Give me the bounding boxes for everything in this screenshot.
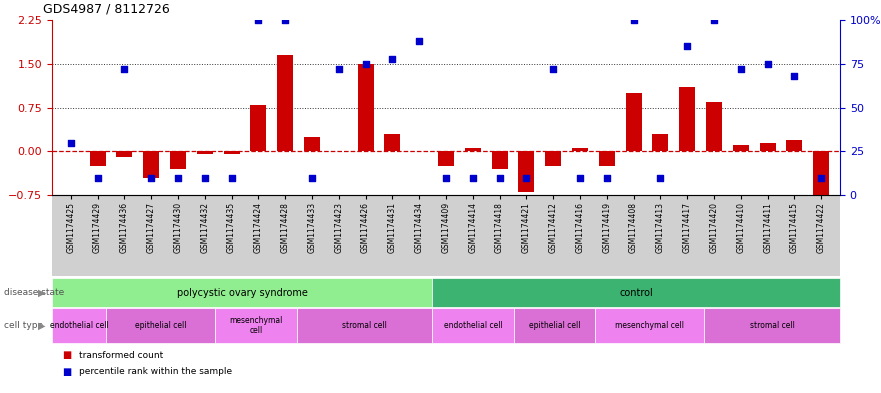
Point [278, 17, 292, 23]
Text: epithelial cell: epithelial cell [135, 321, 187, 330]
Bar [518, 151, 535, 192]
Point [492, 174, 507, 181]
Text: ■: ■ [62, 350, 70, 360]
Text: cell type: cell type [4, 321, 42, 330]
Text: mesenchymal cell: mesenchymal cell [615, 321, 685, 330]
Point [225, 174, 239, 181]
Text: control: control [619, 288, 653, 298]
Bar [679, 87, 695, 151]
Bar [304, 137, 320, 151]
Bar [250, 105, 266, 151]
Bar [653, 134, 669, 151]
Point [91, 174, 105, 181]
Bar [278, 55, 293, 151]
Text: GDS4987 / 8112726: GDS4987 / 8112726 [43, 2, 170, 15]
Point [788, 73, 802, 79]
Bar [626, 93, 641, 151]
Point [520, 174, 534, 181]
Bar [143, 151, 159, 178]
Point [305, 174, 319, 181]
Text: ▶: ▶ [38, 321, 45, 331]
Bar [384, 134, 401, 151]
Point [359, 61, 373, 67]
Bar [224, 151, 240, 154]
Bar [545, 151, 561, 166]
Bar [170, 151, 186, 169]
Bar [733, 145, 749, 151]
Text: mesenchymal
cell: mesenchymal cell [229, 316, 283, 335]
Text: epithelial cell: epithelial cell [529, 321, 581, 330]
Point [466, 174, 480, 181]
Point [760, 61, 774, 67]
Bar [90, 151, 106, 166]
Point [197, 174, 211, 181]
Point [734, 66, 748, 72]
Text: stromal cell: stromal cell [750, 321, 795, 330]
Point [385, 55, 399, 62]
Bar [196, 151, 213, 154]
Bar [759, 143, 775, 151]
Point [144, 174, 159, 181]
Point [332, 66, 346, 72]
Bar [116, 151, 132, 157]
Bar [572, 148, 588, 151]
Text: disease state: disease state [4, 288, 63, 297]
Bar [358, 64, 374, 151]
Bar [465, 148, 481, 151]
Point [600, 174, 614, 181]
Bar [492, 151, 507, 169]
Point [654, 174, 668, 181]
Text: polycystic ovary syndrome: polycystic ovary syndrome [177, 288, 307, 298]
Bar [706, 102, 722, 151]
Point [573, 174, 587, 181]
Point [171, 174, 185, 181]
Point [439, 174, 453, 181]
Text: ▶: ▶ [38, 288, 45, 298]
Bar [599, 151, 615, 166]
Point [626, 17, 640, 23]
Text: transformed count: transformed count [79, 351, 164, 360]
Point [707, 17, 721, 23]
Point [63, 140, 78, 146]
Text: endothelial cell: endothelial cell [50, 321, 108, 330]
Point [117, 66, 131, 72]
Text: endothelial cell: endothelial cell [444, 321, 502, 330]
Text: stromal cell: stromal cell [342, 321, 387, 330]
Point [546, 66, 560, 72]
Text: ■: ■ [62, 367, 70, 377]
Point [412, 38, 426, 44]
Bar [813, 151, 829, 195]
Bar [438, 151, 454, 166]
Point [680, 43, 694, 50]
Bar [787, 140, 803, 151]
Point [251, 17, 265, 23]
Text: percentile rank within the sample: percentile rank within the sample [79, 367, 233, 376]
Point [814, 174, 828, 181]
